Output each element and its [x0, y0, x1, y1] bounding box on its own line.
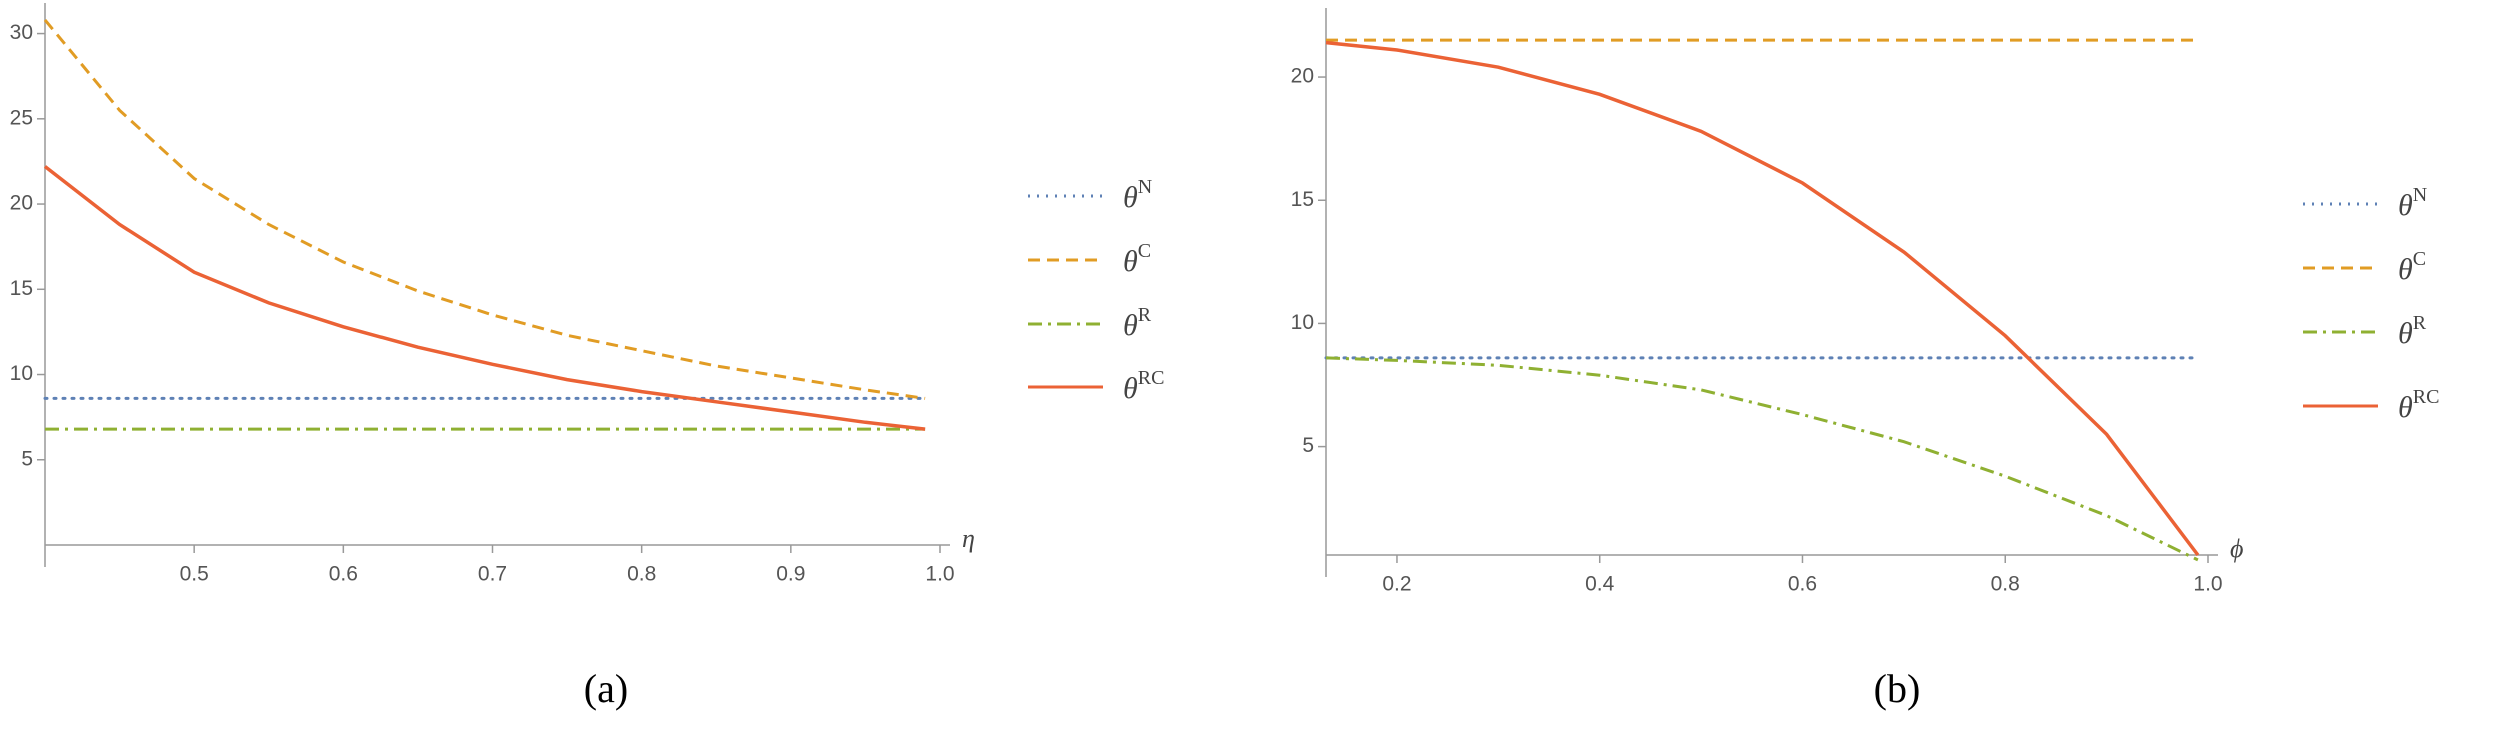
y-tick-label: 5 [1302, 434, 1314, 457]
y-tick-label: 30 [10, 21, 33, 44]
x-tick-label: 0.8 [1991, 573, 2020, 596]
y-tick-label: 20 [10, 192, 33, 215]
legend-label: θRC [2398, 386, 2439, 424]
x-tick-label: 0.5 [180, 563, 209, 586]
legend-label: θN [1123, 176, 1152, 214]
y-tick-label: 15 [1291, 188, 1314, 211]
x-tick-label: 1.0 [2193, 573, 2222, 596]
y-tick-label: 10 [10, 362, 33, 385]
series-line [1325, 40, 2200, 557]
x-tick-label: 0.4 [1585, 573, 1615, 596]
series-line [43, 165, 926, 431]
x-axis-label: ϕ [2230, 534, 2243, 563]
x-tick-label: 0.6 [1788, 573, 1817, 596]
x-tick-label: 0.7 [478, 563, 507, 586]
y-tick-label: 15 [10, 277, 33, 300]
x-tick-label: 0.6 [329, 563, 358, 586]
x-axis-label: η [962, 524, 975, 553]
legend-label: θN [2398, 184, 2427, 222]
x-tick-label: 0.9 [776, 563, 805, 586]
series-line [1325, 356, 2199, 562]
x-tick-label: 0.2 [1382, 573, 1411, 596]
series-line [43, 18, 926, 400]
y-tick-label: 5 [21, 447, 33, 470]
legend-label: θR [2398, 312, 2427, 350]
caption: (b) [1874, 666, 1921, 711]
legend-label: θC [2398, 248, 2426, 286]
y-tick-label: 20 [1291, 65, 1314, 88]
legend-label: θR [1123, 304, 1152, 342]
y-tick-label: 10 [1291, 311, 1314, 334]
y-tick-label: 25 [10, 106, 33, 129]
legend-label: θRC [1123, 367, 1164, 405]
legend-label: θC [1123, 240, 1151, 278]
caption: (a) [584, 666, 628, 711]
x-tick-label: 1.0 [925, 563, 954, 586]
x-tick-label: 0.8 [627, 563, 656, 586]
